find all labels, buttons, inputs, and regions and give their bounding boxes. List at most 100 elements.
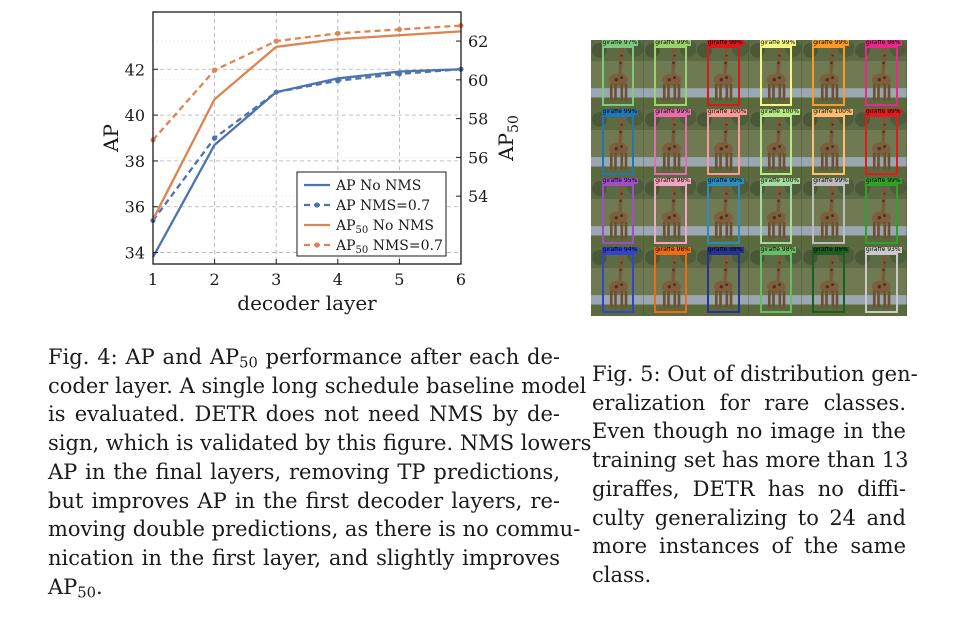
detection-label: giraffe 99% (759, 40, 797, 46)
y-left-tick-label: 40 (125, 106, 145, 125)
giraffe-photo (591, 40, 644, 109)
giraffe-detection-cell: giraffe 99% (801, 178, 855, 247)
detection-label: giraffe 100% (812, 109, 853, 115)
caption-text: is evaluated. DETR does not need NMS by … (48, 402, 560, 427)
detection-bounding-box (706, 114, 740, 176)
plot-frame (152, 11, 462, 265)
fig5-caption: Fig. 5: Out of distribution gen-eralizat… (592, 360, 918, 590)
legend-label-main: AP (335, 238, 356, 254)
caption-text: eralization for rare classes. (592, 390, 906, 415)
detection-label: giraffe 99% (864, 109, 902, 115)
caption-text: culty generalizing to 24 and (592, 505, 906, 530)
caption-line: giraffes, DETR has no diffi- (592, 475, 906, 504)
detection-bounding-box (759, 252, 793, 314)
detection-bounding-box (706, 252, 740, 314)
caption-subscript: 50 (77, 584, 96, 602)
caption-line: Even though no image in the (592, 417, 906, 446)
giraffe-detection-cell: giraffe 99% (696, 178, 749, 247)
giraffe-detection-cell: giraffe 99% (801, 40, 855, 109)
detection-bounding-box (601, 183, 635, 245)
detection-bounding-box (864, 114, 898, 176)
detection-label: giraffe 93% (864, 247, 902, 253)
series-line-1 (152, 68, 462, 222)
x-tick-label: 5 (394, 270, 404, 289)
legend-label-0: AP No NMS (335, 178, 421, 194)
caption-line: culty generalizing to 24 and (592, 504, 906, 533)
series-point-3 (396, 26, 402, 33)
legend-label-1: AP NMS=0.7 (335, 198, 430, 214)
giraffe-photo (643, 109, 697, 178)
detection-label: giraffe 98% (654, 178, 691, 184)
giraffe-detection-cell: giraffe 99% (643, 109, 697, 178)
detection-label: giraffe 99% (706, 40, 744, 46)
legend-label-main: AP NMS=0.7 (335, 198, 430, 214)
caption-text: nication in the first layer, and slightl… (48, 545, 560, 570)
caption-subscript: 50 (239, 354, 258, 372)
x-tick-label: 4 (333, 270, 343, 289)
detection-bounding-box (654, 252, 687, 314)
legend-label-tail: No NMS (368, 218, 434, 234)
y-right-tick-label: 60 (468, 71, 488, 90)
giraffe-detection-cell: giraffe 98% (643, 247, 697, 316)
giraffe-detection-cell: giraffe 98% (749, 247, 802, 316)
detection-bounding-box (759, 45, 793, 107)
fig4-caption: Fig. 4: AP and AP50 performance after ea… (48, 343, 591, 602)
detection-bounding-box (864, 252, 898, 314)
y-right-tick-label: 58 (468, 110, 488, 129)
detection-bounding-box (654, 45, 687, 107)
caption-text: training set has more than 13 (592, 448, 909, 473)
y-left-tick-label: 34 (125, 244, 145, 263)
giraffe-detection-cell: giraffe 94% (591, 247, 644, 316)
caption-line: class. (592, 561, 906, 590)
y-left-tick-label: 38 (125, 152, 145, 171)
giraffe-detection-cell: giraffe 100% (749, 109, 802, 178)
detection-bounding-box (706, 45, 740, 107)
caption-line: nication in the first layer, and slightl… (48, 544, 560, 573)
legend-label-main: AP No NMS (335, 178, 421, 194)
giraffe-detection-cell: giraffe 93% (854, 247, 907, 316)
giraffe-detection-cell: giraffe 100% (801, 109, 855, 178)
legend-label-sub: 50 (356, 225, 369, 236)
y-left-tick-label: 42 (125, 60, 145, 79)
legend-marker-3 (314, 242, 320, 248)
detection-bounding-box (654, 183, 687, 245)
detection-label: giraffe 99% (601, 109, 639, 115)
detection-label: giraffe 99% (706, 178, 744, 184)
giraffe-detection-cell: giraffe 98% (854, 40, 907, 109)
caption-line: Fig. 5: Out of distribution gen- (592, 360, 918, 389)
detection-bounding-box (864, 45, 898, 107)
detection-label: giraffe 99% (864, 178, 902, 184)
giraffe-detection-cell: giraffe 97% (591, 40, 644, 109)
giraffe-photo (696, 109, 749, 178)
detection-bounding-box (812, 114, 845, 176)
giraffe-photo (749, 109, 802, 178)
detection-label: giraffe 97% (601, 40, 639, 46)
caption-line: moving double predictions, as there is n… (48, 515, 580, 544)
series-line-2 (151, 30, 462, 220)
detection-bounding-box (812, 45, 845, 107)
detection-label: giraffe 100% (759, 109, 801, 115)
giraffe-detection-cell: giraffe 99% (696, 40, 749, 109)
caption-text: Even though no image in the (592, 419, 906, 444)
detection-bounding-box (864, 183, 898, 245)
y-axis-right-label-sub: 50 (506, 115, 522, 133)
series-point-3 (273, 38, 279, 44)
caption-text: sign, which is validated by this figure.… (48, 431, 592, 456)
legend-label-main: AP (335, 218, 356, 234)
caption-text: moving double predictions, as there is n… (48, 517, 581, 542)
detection-label: giraffe 99% (654, 40, 691, 46)
caption-line: sign, which is validated by this figure.… (48, 429, 591, 458)
giraffe-detection-cell: giraffe 100% (696, 109, 749, 178)
detection-bounding-box (601, 114, 635, 176)
detection-label: giraffe 99% (812, 178, 849, 184)
y-axis-right-label-main: AP (494, 133, 518, 162)
giraffe-detections-grid: giraffe 97% giraffe 99% giraffe 99% giraffe… (591, 40, 907, 316)
caption-line: eralization for rare classes. (592, 389, 906, 418)
detection-label: giraffe 96% (812, 247, 849, 253)
caption-text: AP (48, 574, 78, 599)
detection-label: giraffe 98% (864, 40, 902, 46)
detection-bounding-box (706, 183, 740, 245)
caption-line: coder layer. A single long schedule base… (48, 372, 586, 401)
